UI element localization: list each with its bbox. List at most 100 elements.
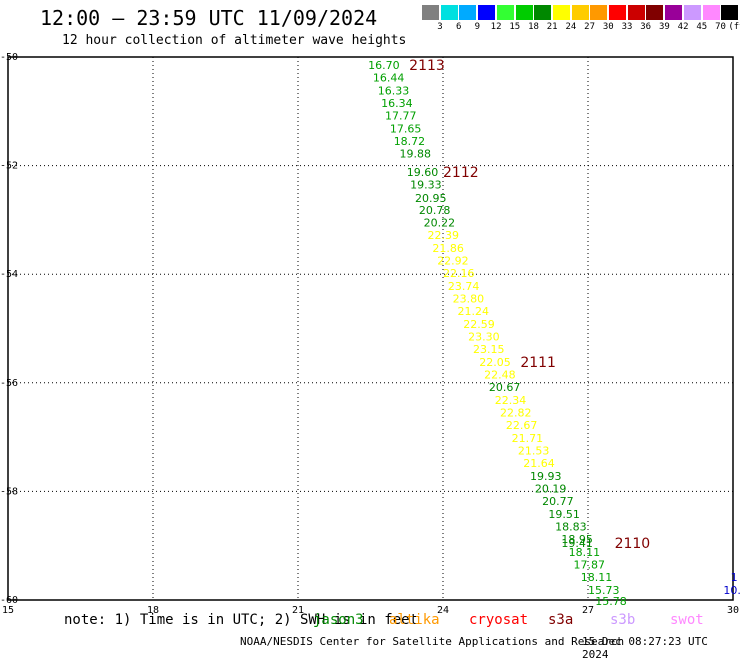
wave-height-point: 23.30 [468,331,500,344]
wave-height-point: 10. [723,584,740,597]
wave-height-point: 21.64 [523,457,555,470]
timestamp-text: 15 Dec 08:27:23 UTC 2024 [582,635,708,661]
wave-height-point: 18.11 [569,546,601,559]
scale-color-5 [515,5,533,20]
scale-label: 12 [490,22,502,32]
scale-color-6 [534,5,552,20]
scale-color-11 [627,5,645,20]
wave-height-point: 19.33 [410,179,442,192]
satellite-legend-jason3: jason3 [313,612,364,628]
wave-height-point: 18.83 [555,521,587,534]
wave-height-point: 16.70 [368,59,400,72]
wave-height-point: 22.92 [437,255,469,268]
scale-label: 39 [658,22,670,32]
wave-height-point: 20.77 [542,495,574,508]
wave-height-point: 22.05 [479,356,511,369]
chart-title: 12:00 – 23:59 UTC 11/09/2024 [40,6,378,30]
wave-height-point: 16.34 [381,97,413,110]
wave-height-point: 17.87 [574,559,606,572]
scale-label: 18 [528,22,539,32]
pass-number-label: 2113 [409,58,445,74]
scale-label: 45 [696,22,708,32]
wave-height-point: 19.93 [530,470,562,483]
wave-height-point: 23.80 [453,293,485,306]
y-tick-label: -50 [0,52,18,63]
y-tick-label: -56 [0,378,18,389]
x-tick-label: 27 [582,605,594,616]
wave-height-point: 18.72 [394,135,426,148]
scale-label: 70 [715,22,726,32]
scale-color-8 [571,5,589,20]
wave-height-point: 21.71 [512,432,543,445]
pass-number-label: 2110 [615,536,651,552]
scale-label: 42 [677,22,689,32]
satellite-legend-s3b: s3b [610,612,636,628]
satellite-legend-s3a: s3a [548,612,574,628]
scale-label: 6 [455,22,462,32]
wave-height-point: 17.77 [385,110,417,123]
scale-color-16 [721,5,739,20]
chart-subtitle: 12 hour collection of altimeter wave hei… [62,33,407,48]
y-tick-label: -54 [0,269,18,280]
wave-height-point: 22.48 [484,369,516,382]
scale-color-9 [590,5,608,20]
scale-color-0 [422,5,439,20]
scale-color-1 [440,5,458,20]
wave-height-point: 21.24 [458,305,490,318]
wave-height-point: 20.22 [424,217,456,230]
wave-height-point: 22.67 [506,419,538,432]
scale-label: 33 [621,22,633,32]
x-tick-label: 30 [727,605,739,616]
wave-height-point: 18.95 [561,533,593,546]
wave-height-point: 20.19 [535,483,567,496]
x-tick-label: 15 [2,605,14,616]
wave-height-point: 16.33 [378,85,410,98]
scale-color-14 [683,5,701,20]
satellite-legend-altika: altika [389,612,440,628]
wave-height-point: 22.34 [495,394,527,407]
scale-label: 15 [509,22,521,32]
wave-height-point: 17.65 [390,123,422,136]
scale-label: 36 [640,22,652,32]
scale-color-2 [459,5,477,20]
wave-height-point: 15.73 [588,584,620,597]
scale-color-3 [478,5,496,20]
y-tick-label: -52 [0,161,18,172]
satellite-legend-swot: swot [670,612,704,628]
pass-number-label: 2111 [520,355,556,371]
satellite-legend-cryosat: cryosat [469,612,529,628]
wave-height-point: 22.82 [500,407,532,420]
wave-height-point: 20.78 [419,204,451,217]
x-tick-label: 21 [292,605,304,616]
scale-color-15 [702,5,720,20]
wave-height-point: 20.67 [489,381,520,394]
wave-height-point: 15.78 [595,595,627,608]
wave-height-point: 23.15 [473,343,505,356]
scale-color-4 [496,5,514,20]
y-tick-label: -60 [0,595,18,606]
pass-number-label: 2112 [443,165,479,181]
wave-height-point: 20.95 [415,192,447,205]
scale-label: (ft) [728,22,740,32]
scale-label: 30 [602,22,614,32]
scale-color-13 [665,5,683,20]
scale-label: 21 [546,22,558,32]
wave-height-point: 1 [731,571,738,584]
wave-height-point: 23.74 [448,280,480,293]
scale-color-12 [646,5,664,20]
plot-frame [7,56,734,601]
wave-height-point: 22.59 [463,318,495,331]
wave-height-point: 22.39 [428,229,460,242]
scale-label: 3 [437,22,443,32]
scale-label: 9 [474,22,481,32]
wave-height-point: 19.51 [548,508,580,521]
wave-height-point: 21.53 [518,445,550,458]
note-text: note: 1) Time is in UTC; 2) SWH is in fe… [64,612,419,628]
wave-height-point: 19.41 [561,537,593,550]
wave-height-point: 19.60 [407,166,439,179]
credit-text: NOAA/NESDIS Center for Satellite Applica… [240,635,625,648]
wave-height-point: 21.86 [432,242,464,255]
wave-height-point: 16.44 [373,72,405,85]
